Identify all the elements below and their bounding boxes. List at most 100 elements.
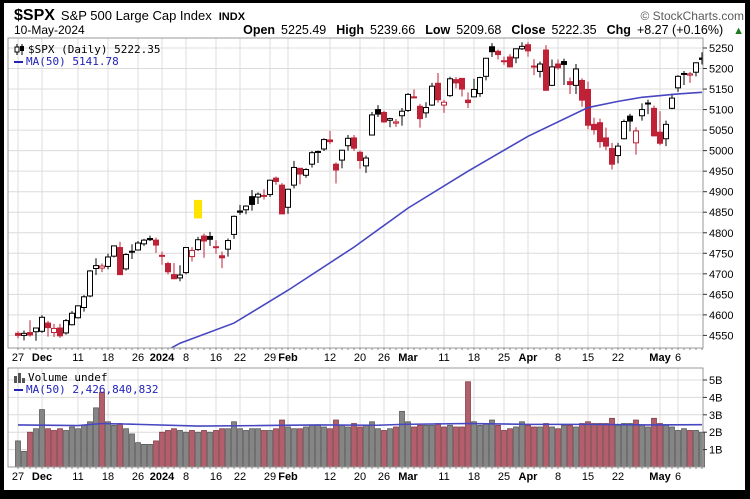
price-legend-ma: MA(50) 5141.78 (26, 55, 119, 68)
svg-text:4950: 4950 (709, 166, 733, 178)
svg-text:25: 25 (498, 471, 510, 483)
svg-text:15: 15 (582, 471, 594, 483)
svg-text:22: 22 (612, 352, 624, 364)
svg-text:4550: 4550 (709, 330, 733, 342)
svg-text:20: 20 (354, 352, 366, 364)
svg-text:18: 18 (468, 471, 480, 483)
svg-text:6: 6 (675, 471, 681, 483)
svg-text:29: 29 (264, 352, 276, 364)
svg-text:Dec: Dec (32, 471, 52, 483)
low-value: 5209.68 (456, 23, 502, 37)
svg-text:22: 22 (234, 471, 246, 483)
svg-text:Feb: Feb (278, 352, 298, 364)
chart-panel: $SPX S&P 500 Large Cap Index INDX © Stoc… (4, 3, 745, 490)
quote-date: 10-May-2024 (14, 23, 85, 37)
volume-chart: 1B 2B 3B 4B 5B (7, 367, 722, 468)
price-legend: $SPX (Daily) 5222.35 MA(50) 5141.78 (14, 44, 160, 68)
ma-line-swatch (14, 61, 23, 63)
svg-text:26: 26 (378, 471, 390, 483)
ma50-line (169, 91, 703, 348)
svg-text:Mar: Mar (398, 471, 418, 483)
svg-text:18: 18 (102, 471, 114, 483)
ticker-symbol: $SPX (14, 7, 55, 24)
price-plot-border (7, 37, 704, 349)
svg-text:6: 6 (675, 352, 681, 364)
svg-text:18: 18 (468, 352, 480, 364)
svg-text:Feb: Feb (278, 471, 298, 483)
svg-text:26: 26 (132, 352, 144, 364)
chart-header: $SPX S&P 500 Large Cap Index INDX © Stoc… (14, 7, 744, 25)
candles (15, 42, 703, 341)
up-triangle-icon: ▲ (733, 25, 744, 37)
svg-text:5B: 5B (709, 375, 722, 387)
ticker-name: S&P 500 Large Cap Index (60, 8, 212, 23)
svg-text:27: 27 (12, 471, 24, 483)
svg-text:11: 11 (72, 352, 83, 364)
volume-legend-ma: MA(50) 2,426,840,832 (26, 383, 159, 396)
svg-text:11: 11 (438, 471, 449, 483)
svg-text:5000: 5000 (709, 146, 733, 158)
svg-text:8: 8 (555, 471, 561, 483)
svg-text:5250: 5250 (709, 43, 733, 55)
svg-text:Apr: Apr (519, 352, 539, 364)
svg-text:4900: 4900 (709, 187, 733, 199)
svg-text:4700: 4700 (709, 269, 733, 281)
svg-text:5100: 5100 (709, 105, 733, 117)
svg-text:Dec: Dec (32, 352, 52, 364)
volume-ma-line (17, 422, 703, 427)
volume-legend: Volume undef MA(50) 2,426,840,832 (14, 372, 158, 396)
svg-text:8: 8 (183, 352, 189, 364)
price-legend-title: $SPX (Daily) 5222.35 (28, 43, 161, 56)
date-axis-labels: 27 Dec 11 18 26 2024 8 16 22 29 Feb 12 20 26 Mar 11 18 25… (12, 348, 703, 364)
volume-date-axis-labels: 27 Dec 11 18 26 2024 8 16 22 29 Feb 12 20 26 Mar 11 18 25… (12, 467, 703, 483)
svg-text:5150: 5150 (709, 84, 733, 96)
open-value: 5225.49 (281, 23, 327, 37)
svg-text:18: 18 (102, 352, 114, 364)
svg-text:2B: 2B (709, 427, 722, 439)
svg-text:16: 16 (210, 352, 222, 364)
highlight-annotation (194, 199, 202, 219)
svg-text:22: 22 (612, 471, 624, 483)
svg-text:5200: 5200 (709, 64, 733, 76)
price-chart: 4550 4600 4650 4700 4750 4800 4850 4900 4950 5000… (7, 37, 733, 467)
svg-text:2024: 2024 (150, 471, 175, 483)
svg-text:Apr: Apr (519, 471, 539, 483)
price-axis-labels: 4550 4600 4650 4700 4750 4800 4850 4900 4950 5000… (703, 43, 733, 342)
svg-text:4B: 4B (709, 392, 722, 404)
ticker-exchange: INDX (218, 11, 246, 23)
svg-text:2024: 2024 (150, 352, 175, 364)
svg-text:Mar: Mar (398, 352, 418, 364)
chg-value: +8.27 (+0.16%) (636, 23, 724, 37)
svg-text:12: 12 (324, 471, 336, 483)
svg-text:15: 15 (582, 352, 594, 364)
svg-text:4800: 4800 (709, 228, 733, 240)
svg-text:4750: 4750 (709, 248, 733, 260)
svg-text:8: 8 (183, 471, 189, 483)
svg-text:May: May (649, 471, 671, 483)
volume-legend-title: Volume undef (28, 371, 108, 384)
svg-text:4850: 4850 (709, 207, 733, 219)
svg-text:20: 20 (354, 471, 366, 483)
volume-bars (15, 381, 705, 468)
price-gridlines (8, 38, 703, 467)
svg-text:11: 11 (72, 471, 83, 483)
svg-text:4600: 4600 (709, 310, 733, 322)
volume-plot-border (7, 367, 704, 468)
low-label: Low (425, 23, 451, 37)
svg-text:12: 12 (324, 352, 336, 364)
svg-text:3B: 3B (709, 410, 722, 422)
high-label: High (336, 23, 365, 37)
volume-axis-labels: 1B 2B 3B 4B 5B (703, 375, 722, 457)
svg-text:29: 29 (264, 471, 276, 483)
open-label: Open (243, 23, 276, 37)
svg-text:4650: 4650 (709, 289, 733, 301)
svg-text:26: 26 (132, 471, 144, 483)
svg-text:8: 8 (555, 352, 561, 364)
quote-row: 10-May-2024 Open 5225.49 High 5239.66 Low 5… (14, 23, 744, 37)
volume-ma-line-swatch (14, 389, 23, 391)
svg-text:11: 11 (438, 352, 449, 364)
svg-text:27: 27 (12, 352, 24, 364)
candlestick-icon (14, 44, 25, 56)
svg-text:26: 26 (378, 352, 390, 364)
